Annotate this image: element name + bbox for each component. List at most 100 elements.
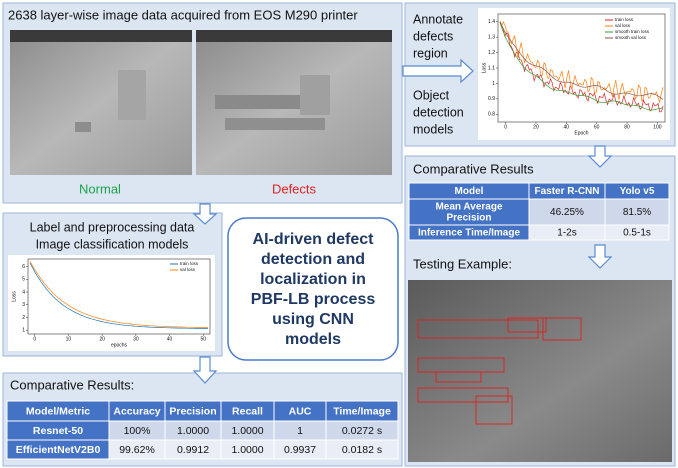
- normal-label: Normal: [79, 181, 121, 196]
- center-text: PBF-LB process: [251, 291, 376, 308]
- y-tick-label: 0.9: [488, 96, 495, 102]
- models-text: models: [413, 122, 453, 136]
- arrow-down: [192, 203, 218, 225]
- y-tick-label: 1: [22, 328, 25, 334]
- y-tick-label: 0.8: [488, 112, 495, 118]
- x-tick-label: 20: [99, 336, 105, 342]
- normal-image: [10, 30, 192, 175]
- x-axis-label: epochs: [111, 342, 128, 348]
- y-tick-label: 1.3: [488, 34, 495, 40]
- center-text: detection and: [261, 251, 365, 268]
- table-text: 0.9912: [177, 444, 209, 456]
- arrow-down: [587, 244, 613, 269]
- classification-results-title: Comparative Results:: [10, 377, 134, 392]
- table-text: 0.0272 s: [342, 425, 382, 437]
- x-tick-label: 40: [564, 124, 570, 130]
- annotate-text: region: [413, 46, 448, 60]
- detection-boxes: [417, 317, 582, 425]
- loss-curve: [499, 22, 663, 111]
- x-tick-label: 20: [533, 124, 539, 130]
- y-tick-label: 1.2: [488, 50, 495, 56]
- axes-frame: [27, 258, 211, 335]
- table-text: Model/Metric: [26, 405, 90, 417]
- defects-image-edge: [196, 30, 392, 42]
- legend-label: train loss: [180, 261, 199, 266]
- acquisition-title: 2638 layer-wise image data acquired from…: [8, 7, 358, 22]
- arrow-down: [587, 145, 613, 168]
- x-tick-label: 0: [504, 124, 507, 130]
- loss-curve: [29, 261, 209, 328]
- table-cell: [604, 224, 670, 241]
- annotate-text: defects: [413, 29, 453, 43]
- loss-curve: [499, 21, 664, 104]
- center-box: [227, 217, 399, 361]
- y-tick-label: 6: [22, 264, 25, 270]
- normal-image-edge: [10, 30, 192, 42]
- classification-text: Label and preprocessing data: [30, 220, 195, 234]
- table-text: Faster R-CNN: [534, 186, 599, 197]
- table-text: 81.5%: [623, 207, 651, 218]
- table-text: Yolo v5: [620, 186, 655, 197]
- loss-curve: [499, 22, 664, 113]
- table-text: 1-2s: [557, 228, 576, 239]
- detection-results-title: Comparative Results: [413, 161, 534, 176]
- defect-streak: [215, 95, 325, 109]
- plot-area: [8, 255, 215, 351]
- y-tick-label: 4: [22, 289, 25, 295]
- table-text: Time/Image: [333, 405, 391, 417]
- table-cell: [325, 439, 399, 460]
- defect-streak: [225, 118, 325, 130]
- center-text: AI-driven defect: [253, 231, 375, 248]
- center-text: localization in: [260, 271, 366, 288]
- table-text: 0.5-1s: [623, 228, 651, 239]
- legend-label: val loss: [180, 267, 196, 272]
- y-axis-label: Loss: [481, 62, 487, 73]
- loss-curve: [499, 20, 664, 100]
- testing-image: [408, 280, 672, 462]
- x-tick-label: 0: [33, 336, 36, 342]
- y-axis-label: Loss: [11, 291, 17, 302]
- x-tick-label: 50: [200, 336, 206, 342]
- table-cell: [408, 198, 530, 226]
- annotate-text: Annotate: [413, 12, 463, 26]
- table-text: Recall: [232, 405, 263, 417]
- x-tick-label: 40: [167, 336, 173, 342]
- legend-label: train loss: [615, 17, 634, 22]
- models-text: detection: [413, 105, 464, 119]
- normal-part: [75, 122, 91, 132]
- models-text: Object: [413, 88, 450, 102]
- x-tick-label: 60: [594, 124, 600, 130]
- plot-area: [478, 8, 670, 140]
- table-text: 46.25%: [550, 207, 584, 218]
- legend-label: val loss: [615, 23, 631, 28]
- x-tick-label: 30: [133, 336, 139, 342]
- table-text: 0.0182 s: [342, 444, 382, 456]
- x-tick-label: 100: [653, 124, 662, 130]
- normal-part: [118, 70, 146, 120]
- x-tick-label: 80: [624, 124, 630, 130]
- testing-title: Testing Example:: [413, 256, 512, 271]
- arrow-down: [192, 356, 218, 384]
- table-cell: [604, 198, 670, 226]
- table-text: Mean Average Precision: [435, 201, 503, 223]
- table-text: Accuracy: [113, 405, 160, 417]
- table-text: Precision: [169, 405, 216, 417]
- center-text: using CNN: [272, 311, 354, 328]
- table-text: Resnet-50: [33, 425, 83, 437]
- x-tick-label: 10: [66, 336, 72, 342]
- table-text: AUC: [289, 405, 312, 417]
- defects-part: [300, 75, 330, 115]
- y-tick-label: 1.4: [488, 19, 495, 25]
- loss-curve: [29, 262, 208, 329]
- table-text: 99.62%: [119, 444, 155, 456]
- y-tick-label: 1: [492, 81, 495, 87]
- table-text: Inference Time/Image: [418, 228, 521, 239]
- y-tick-label: 3: [22, 302, 25, 308]
- arrow-right: [402, 58, 474, 84]
- classification-text: Image classification models: [36, 237, 189, 251]
- center-text: models: [285, 331, 341, 348]
- table-text: 1.0000: [231, 444, 263, 456]
- y-tick-label: 1.1: [488, 65, 495, 71]
- table-text: 0.9937: [284, 444, 316, 456]
